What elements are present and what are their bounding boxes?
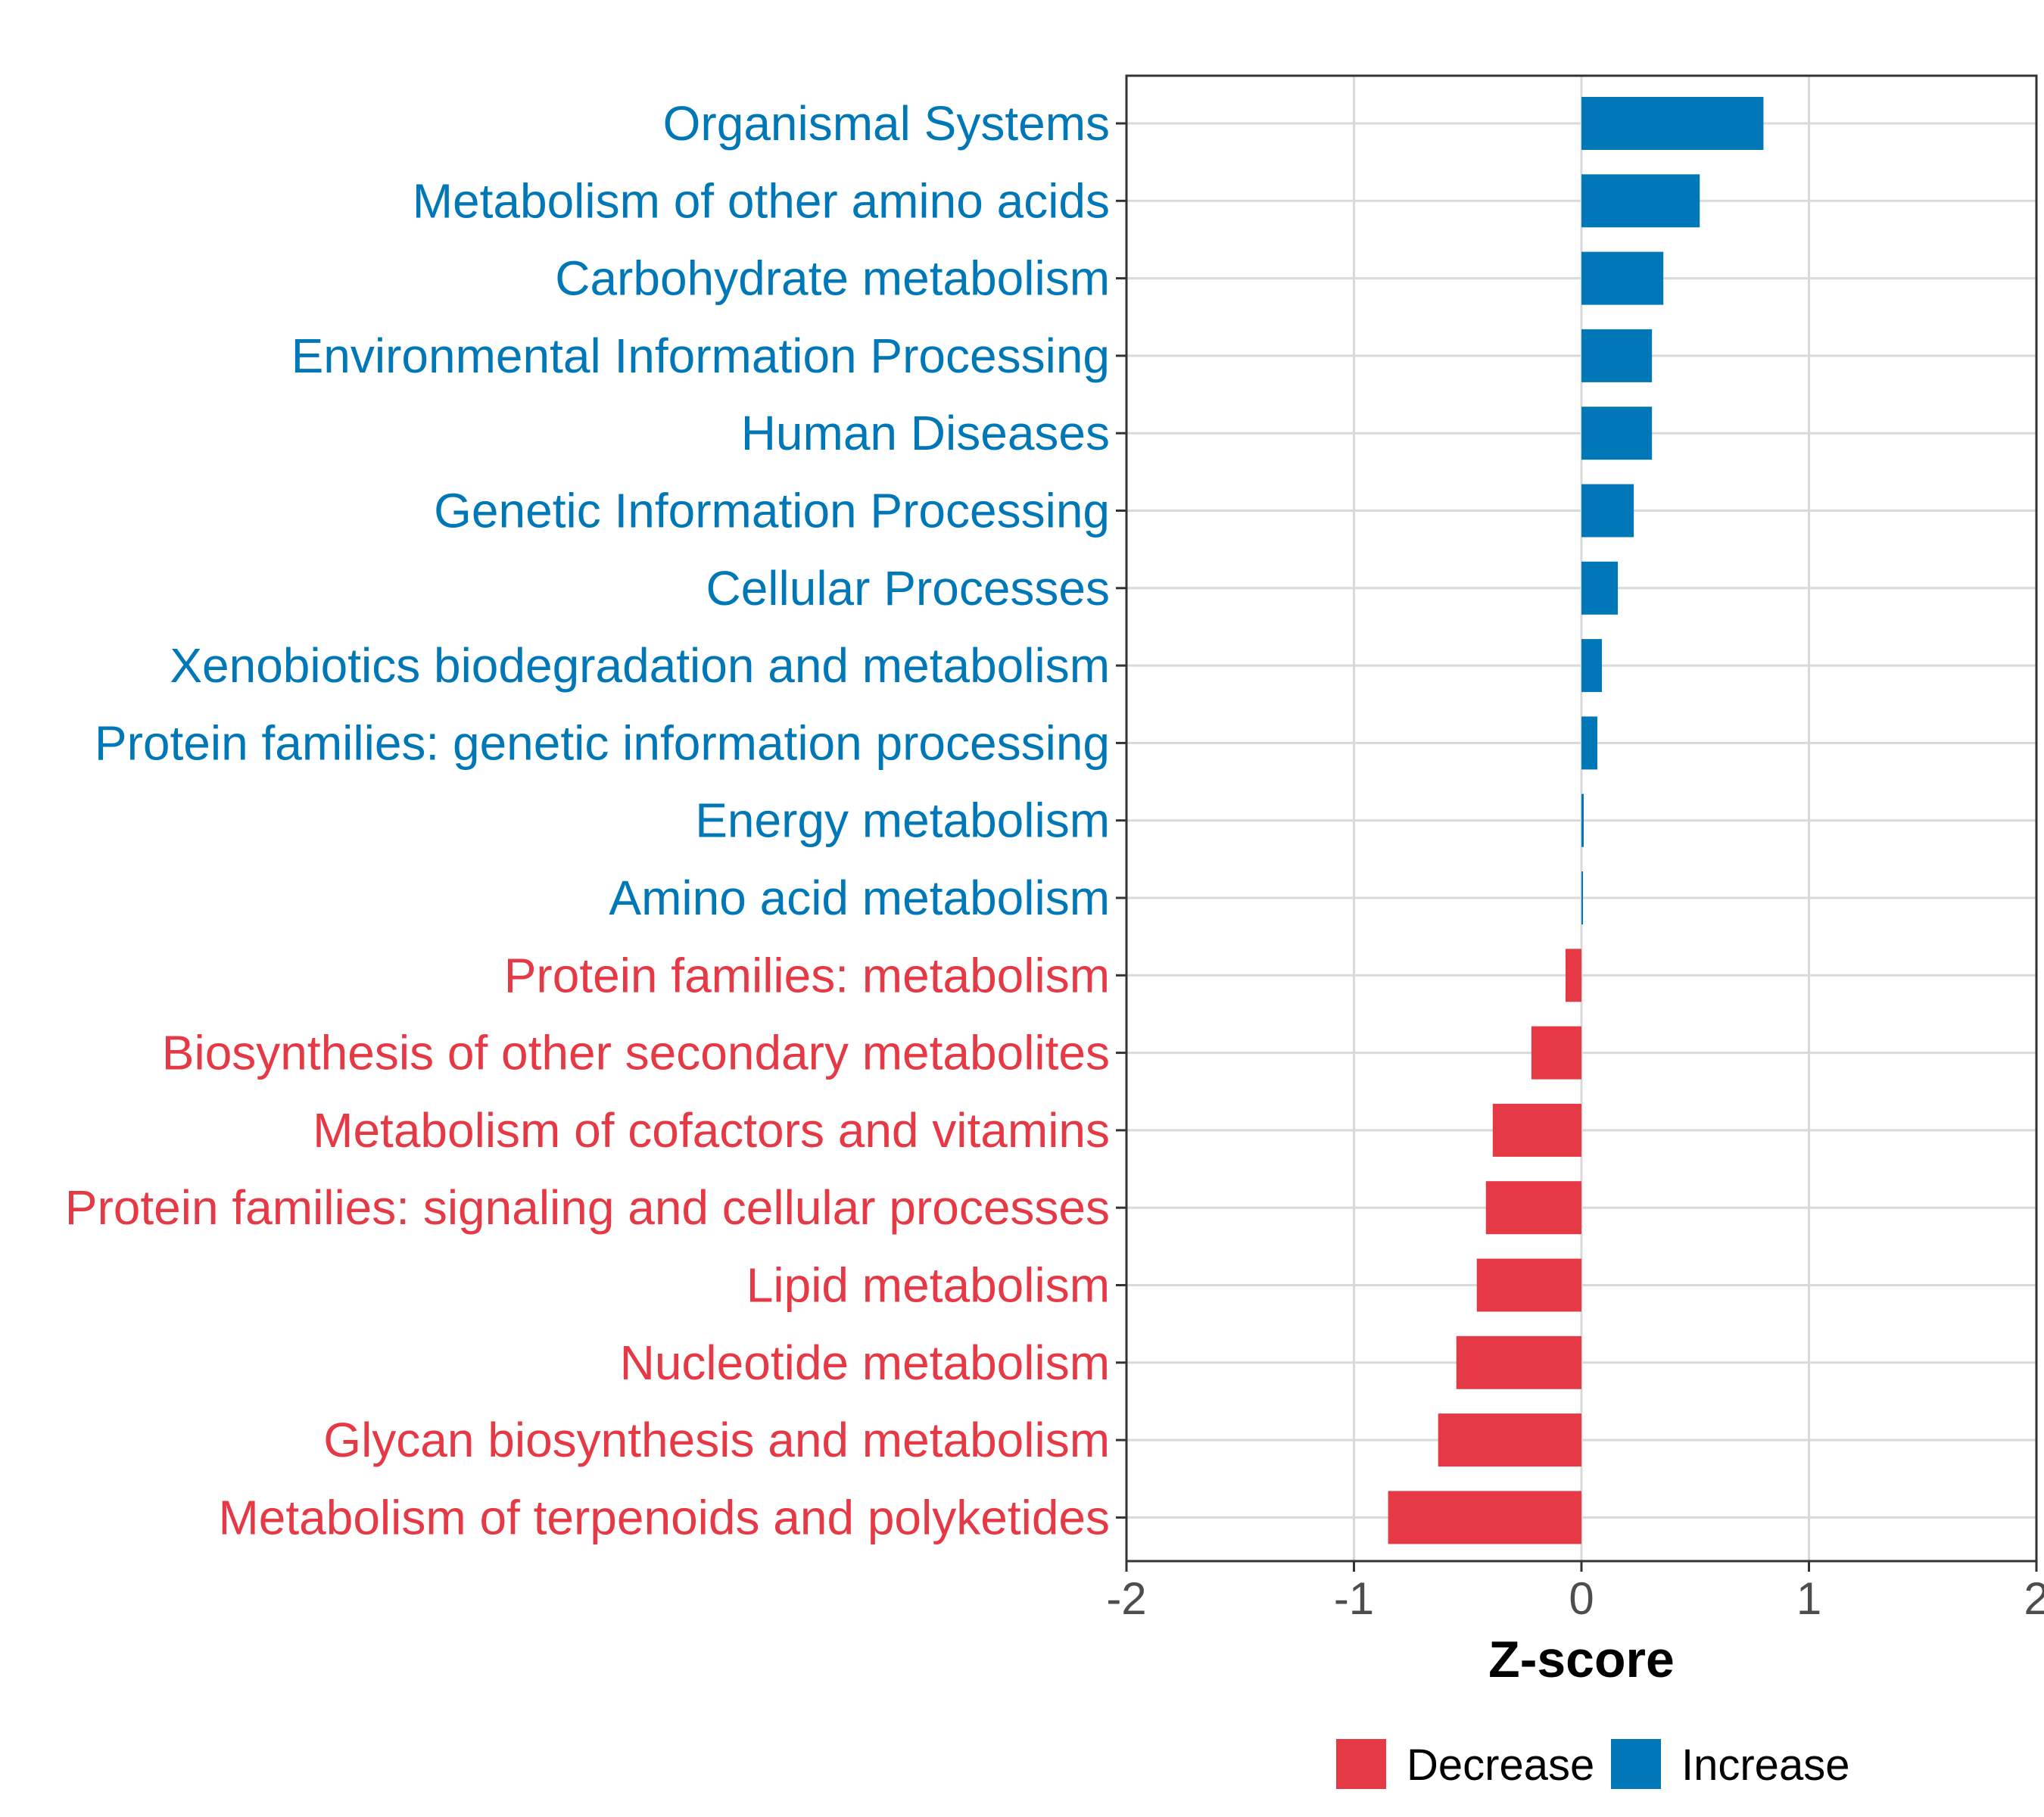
category-label: Energy metabolism: [695, 793, 1110, 848]
x-tick-label: -1: [1334, 1573, 1374, 1624]
x-tick-label: 0: [1569, 1573, 1594, 1624]
category-label: Human Diseases: [741, 406, 1110, 460]
bar-decrease: [1492, 1103, 1581, 1157]
x-tick-label: -2: [1106, 1573, 1146, 1624]
category-label: Genetic Information Processing: [434, 484, 1110, 538]
category-label: Biosynthesis of other secondary metaboli…: [162, 1026, 1110, 1080]
legend-label-decrease: Decrease: [1407, 1741, 1594, 1790]
x-tick-label: 2: [2024, 1573, 2044, 1624]
category-label: Cellular Processes: [706, 561, 1110, 616]
bar-increase: [1581, 97, 1764, 150]
category-label: Environmental Information Processing: [291, 329, 1110, 383]
category-label: Metabolism of other amino acids: [413, 173, 1110, 228]
bar-decrease: [1531, 1026, 1581, 1080]
bar-decrease: [1438, 1413, 1581, 1467]
x-axis-title: Z-score: [1488, 1631, 1675, 1688]
bar-decrease: [1565, 949, 1581, 1002]
legend-swatch-decrease: [1336, 1739, 1386, 1789]
bar-increase: [1581, 561, 1619, 615]
bar-decrease: [1456, 1335, 1581, 1389]
category-label: Protein families: genetic information pr…: [95, 715, 1110, 770]
bar-increase: [1581, 793, 1584, 847]
category-label: Metabolism of terpenoids and polyketides: [218, 1490, 1110, 1544]
category-label: Carbohydrate metabolism: [555, 251, 1110, 306]
bar-decrease: [1388, 1491, 1581, 1544]
category-label: Organismal Systems: [663, 96, 1110, 151]
category-label: Glycan biosynthesis and metabolism: [323, 1413, 1110, 1467]
x-tick-label: 1: [1796, 1573, 1821, 1624]
category-label: Metabolism of cofactors and vitamins: [313, 1103, 1110, 1158]
category-label: Nucleotide metabolism: [620, 1335, 1110, 1390]
legend-swatch-increase: [1611, 1739, 1661, 1789]
legend-label-increase: Increase: [1681, 1741, 1849, 1790]
category-label: Amino acid metabolism: [609, 871, 1110, 925]
category-label: Protein families: metabolism: [504, 948, 1110, 1002]
category-label: Xenobiotics biodegradation and metabolis…: [170, 638, 1110, 693]
bar-decrease: [1485, 1181, 1581, 1235]
bar-increase: [1581, 251, 1664, 305]
bar-increase: [1581, 484, 1634, 538]
bar-increase: [1581, 639, 1603, 693]
legend: Decrease Increase: [1336, 1739, 1849, 1790]
x-axis: -2 -1 0 1 2: [1106, 1561, 2044, 1624]
bar-increase: [1581, 716, 1598, 770]
category-label: Protein families: signaling and cellular…: [65, 1180, 1110, 1235]
bars: [1388, 97, 1764, 1544]
bar-increase: [1581, 174, 1700, 228]
bar-decrease: [1476, 1258, 1581, 1312]
category-label: Lipid metabolism: [746, 1258, 1110, 1313]
bar-increase: [1581, 329, 1653, 382]
y-axis: Organismal Systems Metabolism of other am…: [65, 96, 1126, 1544]
bar-increase: [1581, 407, 1653, 460]
bar-increase: [1581, 871, 1583, 924]
